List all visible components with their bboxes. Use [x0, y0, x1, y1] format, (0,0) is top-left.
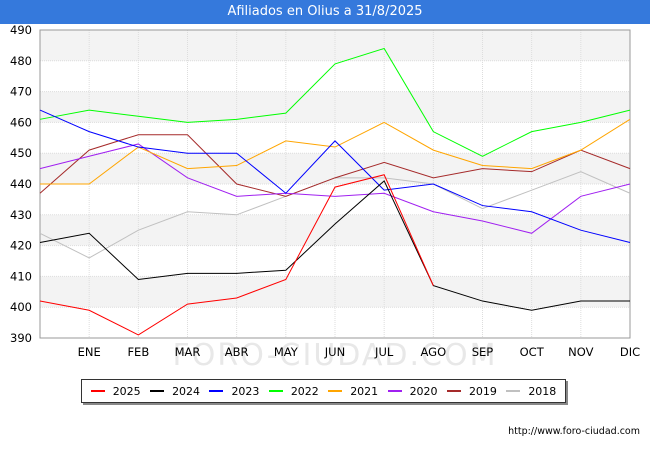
grid-band: [40, 30, 630, 61]
chart-title: Afiliados en Olius a 31/8/2025: [0, 0, 650, 24]
series-line-2020: [39, 143, 631, 234]
y-tick-label: 430: [10, 208, 32, 222]
legend-label: 2025: [112, 384, 141, 398]
x-tick-label: ENE: [78, 345, 101, 359]
line-chart: FORO-CIUDAD.COM 390 400 410 420 430 440 450 460 4…: [10, 24, 640, 373]
y-tick-label: 490: [10, 24, 32, 37]
series-line-2024: [39, 180, 630, 311]
x-tick-label: DIC: [620, 345, 640, 359]
series-line-2019: [39, 134, 631, 197]
legend-swatch: [506, 390, 521, 392]
x-tick-label: NOV: [568, 345, 593, 359]
legend-item-2018: 2018: [506, 385, 556, 398]
x-tick-label: JUL: [374, 345, 394, 359]
legend-swatch: [446, 390, 461, 392]
x-tick-label: FEB: [127, 345, 149, 359]
legend-label: 2019: [468, 384, 497, 398]
legend-swatch: [209, 390, 224, 392]
source-url[interactable]: http://www.foro-ciudad.com: [508, 426, 640, 437]
series-line-2025: [39, 174, 434, 336]
x-tick-label: OCT: [520, 345, 545, 359]
legend-swatch: [387, 390, 402, 392]
legend-item-2025: 2025: [90, 384, 141, 398]
watermark: FORO-CIUDAD.COM: [173, 338, 498, 373]
legend-item-2024: 2024: [150, 385, 200, 398]
x-tick-label: SEP: [472, 345, 494, 359]
legend-label: 2021: [350, 384, 379, 398]
x-tick-label: AGO: [421, 345, 447, 359]
y-tick-label: 390: [10, 331, 32, 345]
x-tick-label: ABR: [225, 345, 249, 359]
legend-label: 2024: [172, 384, 201, 398]
legend-label: 2022: [290, 384, 319, 398]
legend-item-2019: 2019: [446, 384, 497, 398]
legend-item-2020: 2020: [387, 384, 438, 398]
legend-swatch: [90, 390, 105, 392]
legend-swatch: [150, 390, 165, 392]
legend-item-2023: 2023: [209, 385, 259, 398]
y-tick-label: 460: [10, 115, 32, 129]
legend-label: 2020: [409, 384, 438, 398]
chart-legend: 2025 2024 2023 2022 2021 2020 2019 2018: [81, 379, 566, 403]
x-tick-label: MAR: [175, 345, 201, 359]
series-line-2023: [39, 109, 631, 244]
legend-label: 2018: [528, 384, 557, 398]
y-tick-label: 410: [10, 269, 32, 283]
legend-swatch: [328, 390, 343, 392]
x-tick-label: JUN: [324, 345, 345, 359]
y-tick-label: 440: [10, 177, 32, 191]
y-tick-label: 470: [10, 85, 32, 99]
series-line-2022: [39, 47, 631, 157]
y-tick-label: 420: [10, 239, 32, 253]
legend-label: 2023: [231, 384, 260, 398]
y-tick-label: 450: [10, 146, 32, 160]
legend-swatch: [268, 390, 283, 392]
y-tick-label: 400: [10, 300, 32, 314]
y-tick-label: 480: [10, 54, 32, 68]
legend-item-2022: 2022: [268, 384, 319, 398]
x-tick-label: MAY: [274, 345, 299, 359]
legend-item-2021: 2021: [328, 385, 378, 398]
